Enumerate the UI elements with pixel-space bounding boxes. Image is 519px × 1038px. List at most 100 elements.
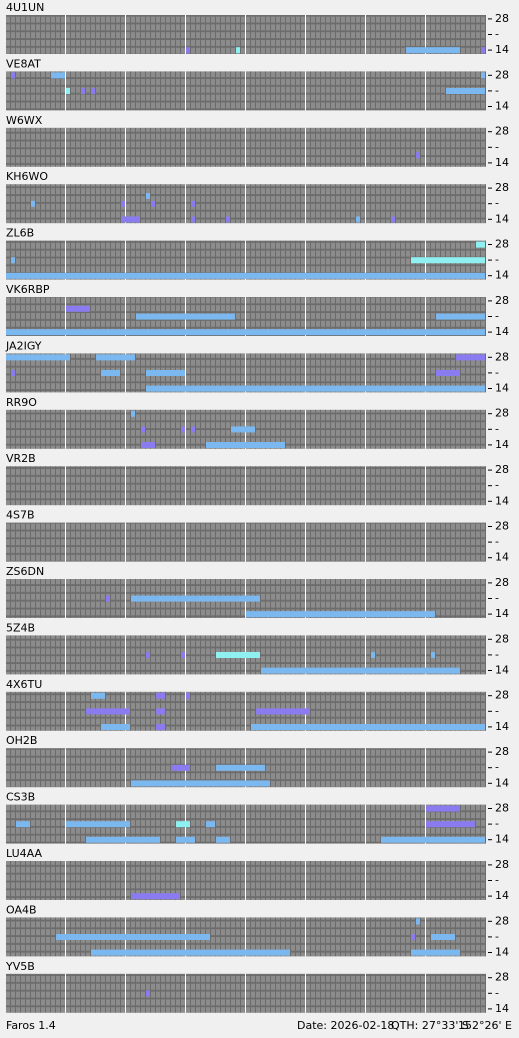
signal-run [141,442,155,448]
band-label: 14 [495,551,509,564]
band-label: - [495,140,499,153]
signal-run [146,990,150,997]
station-name: RR9O [6,396,37,409]
band-label: 14 [495,720,509,733]
band-label: 28 [495,463,509,476]
signal-run [81,88,85,94]
station-name: CS3B [6,791,35,804]
signal-run [86,836,160,843]
signal-run [11,370,15,376]
signal-run [31,200,35,207]
band-label: 14 [495,325,509,338]
band-label: 28 [495,181,509,194]
band-label: 14 [495,494,509,507]
beacon-panel: JA2IGY 28 - 14 [5,339,509,394]
station-name: 4U1UN [6,1,44,14]
beacon-panel: CS3B 28 - 14 [6,791,509,846]
signal-run [121,200,125,207]
station-name: KH6WO [6,170,48,183]
band-label: 28 [495,12,509,25]
signal-run [416,918,420,925]
band-label: 28 [495,858,509,871]
signal-run [146,193,150,199]
signal-run [171,764,190,771]
beacon-panel: KH6WO 28 - 14 [6,170,509,225]
signal-run [356,216,360,223]
signal-run [181,652,185,658]
signal-run [191,216,195,223]
signal-run [256,708,310,715]
band-label: 14 [495,607,509,620]
signal-run [146,385,485,392]
beacon-panel: YV5B 28 - 14 [5,960,509,1015]
signal-run [191,200,195,207]
band-label: 14 [495,889,509,902]
band-label: 28 [495,350,509,363]
signal-run [426,821,475,828]
signal-run [131,780,270,787]
signal-run [176,836,195,843]
signal-run [446,88,485,94]
band-label: 28 [495,971,509,984]
signal-run [96,354,135,361]
signal-run [6,272,485,279]
signal-run [6,329,485,336]
signal-run [216,836,230,843]
beacon-panel: OA4B 28 - 14 [6,903,509,959]
signal-run [91,88,95,94]
signal-run [436,313,485,320]
signal-run [191,426,195,433]
signal-run [131,595,260,602]
band-label: 14 [495,156,509,169]
signal-run [156,692,165,699]
signal-run [101,370,120,376]
signal-run [91,692,105,699]
band-label: - [495,366,499,379]
signal-run [481,47,485,54]
station-name: 4X6TU [6,678,42,691]
signal-run [121,216,140,223]
band-label: - [495,310,499,323]
signal-run [131,410,135,417]
signal-run [431,934,455,940]
signal-run [181,426,185,433]
signal-run [206,442,285,448]
band-label: 28 [495,68,509,81]
signal-run [431,652,435,658]
beacon-panel: OH2B 28 - 14 [6,734,509,789]
signal-run [226,216,230,223]
band-label: - [495,817,499,830]
band-label: 28 [495,407,509,420]
band-label: - [495,761,499,774]
signal-run [146,370,185,376]
station-name: JA2IGY [5,339,42,352]
beacon-panel: VE8AT 28 - 14 [6,57,509,113]
station-name: ZL6B [6,227,34,240]
signal-run [216,652,260,658]
signal-run [246,611,435,618]
band-label: 28 [495,294,509,307]
signal-run [481,72,485,79]
band-label: 28 [495,632,509,645]
station-name: W6WX [6,114,43,127]
band-label: - [495,704,499,717]
station-name: ZS6DN [6,565,44,578]
beacon-panel: ZS6DN 28 - 14 [6,565,509,620]
band-label: 14 [495,269,509,282]
band-label: - [495,28,499,41]
band-label: - [495,197,499,210]
band-label: - [495,479,499,492]
qth-lat: QTH: 27°33' S [391,1019,469,1032]
date: Date: 2026-02-18 [297,1019,394,1032]
band-label: 28 [495,689,509,702]
station-name: VR2B [6,452,36,465]
station-name: OH2B [6,734,37,747]
signal-run [56,934,210,940]
band-label: - [495,874,499,887]
station-name: VE8AT [6,57,41,70]
signal-run [371,652,375,658]
band-label: 14 [495,1002,509,1015]
band-label: 14 [495,664,509,677]
signal-run [66,305,90,312]
station-name: LU4AA [6,847,42,860]
